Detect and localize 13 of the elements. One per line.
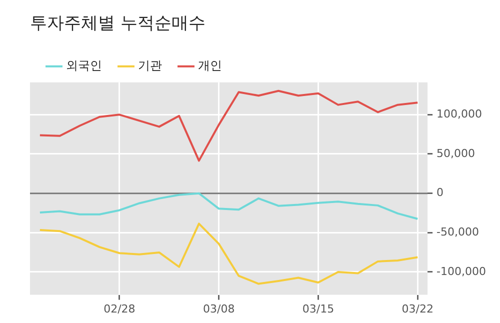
legend-label: 외국인 [66,58,102,73]
y-tick-label: -50,000 [436,226,480,239]
y-tick-label: -100,000 [436,264,486,278]
legend-label: 개인 [198,58,222,73]
x-tick-label: 03/08 [202,302,235,316]
y-tick-label: 0 [436,186,444,200]
x-tick-label: 03/15 [302,302,334,316]
y-tick-label: 100,000 [436,108,482,121]
x-tick-label: 03/22 [402,302,434,316]
x-tick-label: 02/28 [104,302,136,316]
chart-title: 투자주체별 누적순매수 [30,14,206,34]
legend-label: 기관 [138,58,162,73]
y-tick-label: 50,000 [436,146,476,160]
